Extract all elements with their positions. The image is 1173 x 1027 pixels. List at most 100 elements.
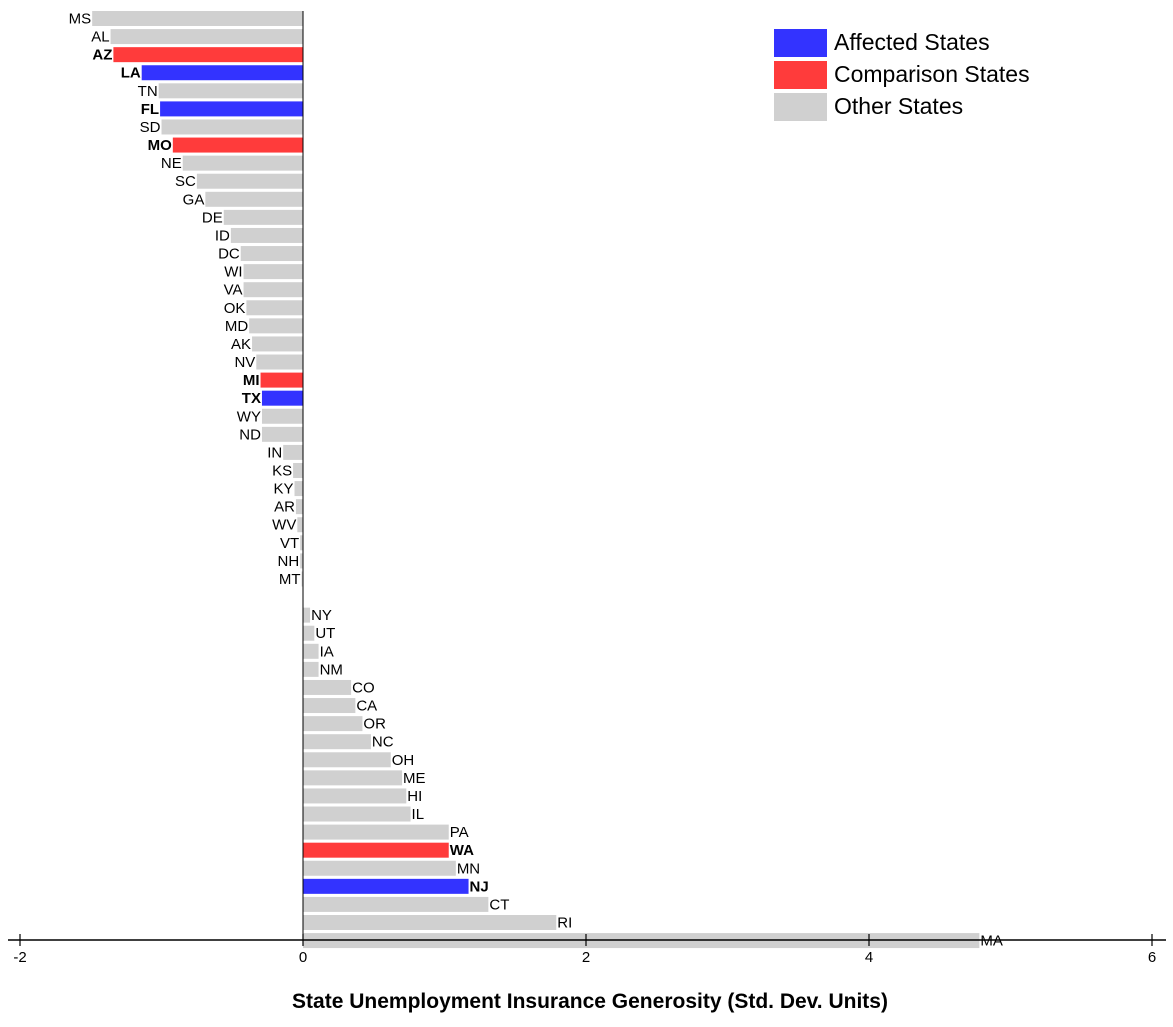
- state-label-hi: HI: [407, 788, 422, 805]
- bar-mo: [172, 137, 303, 153]
- legend-label: Other States: [834, 93, 963, 119]
- state-label-tx: TX: [242, 390, 261, 407]
- state-label-co: CO: [352, 679, 375, 696]
- legend-swatch: [774, 29, 827, 57]
- state-label-in: IN: [267, 444, 282, 461]
- legend-swatch: [774, 93, 827, 121]
- bar-pa: [303, 824, 449, 840]
- bar-or: [303, 716, 363, 732]
- bar-mn: [303, 860, 456, 876]
- state-label-sd: SD: [140, 119, 161, 136]
- x-tick-label: 0: [299, 949, 307, 966]
- x-tick-label: 4: [865, 949, 873, 966]
- state-label-wa: WA: [450, 842, 474, 859]
- bar-ri: [303, 915, 557, 930]
- bar-ct: [303, 896, 489, 912]
- bar-wy: [261, 408, 303, 424]
- state-label-ut: UT: [315, 625, 335, 642]
- bar-az: [113, 47, 303, 63]
- state-label-me: ME: [403, 770, 426, 787]
- state-label-dc: DC: [218, 246, 240, 263]
- state-label-mt: MT: [279, 571, 301, 588]
- state-label-tn: TN: [138, 83, 158, 100]
- state-label-nm: NM: [320, 661, 343, 678]
- bar-ny: [303, 607, 311, 623]
- x-tick-label: -2: [13, 949, 26, 966]
- bar-ok: [246, 300, 303, 316]
- legend: Affected States Comparison States Other St…: [774, 29, 1030, 121]
- state-label-ky: KY: [273, 481, 293, 498]
- bar-tn: [158, 83, 303, 99]
- bar-wa: [303, 842, 449, 858]
- x-axis: -2 0 2 4 6: [8, 11, 1166, 966]
- bar-nd: [261, 426, 303, 442]
- state-label-ms: MS: [69, 11, 92, 28]
- state-label-va: VA: [224, 282, 243, 299]
- bar-ia: [303, 643, 319, 659]
- state-label-oh: OH: [392, 752, 415, 769]
- bar-nc: [303, 734, 371, 750]
- state-label-ia: IA: [320, 643, 334, 660]
- bar-ak: [252, 336, 303, 352]
- x-tick-label: 2: [582, 949, 590, 966]
- bar-nv: [256, 354, 303, 370]
- bar-hi: [303, 788, 407, 804]
- bar-oh: [303, 752, 391, 768]
- state-label-pa: PA: [450, 824, 469, 841]
- bar-me: [303, 770, 403, 786]
- bar-al: [110, 29, 303, 45]
- bar-ar: [295, 499, 303, 515]
- bar-mi: [260, 372, 303, 388]
- state-label-ar: AR: [274, 499, 295, 516]
- state-label-sc: SC: [175, 173, 196, 190]
- state-label-ok: OK: [224, 300, 246, 317]
- bar-va: [243, 282, 303, 298]
- bar-ga: [205, 191, 303, 207]
- bar-ks: [293, 463, 303, 478]
- legend-swatch: [774, 61, 827, 89]
- state-label-az: AZ: [92, 47, 112, 64]
- legend-label: Affected States: [834, 29, 990, 55]
- state-label-id: ID: [215, 227, 230, 244]
- bar-md: [249, 318, 303, 334]
- state-label-vt: VT: [280, 535, 299, 552]
- bar-il: [303, 806, 411, 822]
- state-label-ct: CT: [489, 896, 509, 913]
- bar-nh: [300, 553, 303, 569]
- bar-co: [303, 679, 352, 695]
- state-label-mn: MN: [457, 860, 480, 877]
- bar-ca: [303, 698, 356, 714]
- state-label-la: LA: [121, 65, 141, 82]
- x-axis-title: State Unemployment Insurance Generosity …: [292, 990, 888, 1013]
- state-label-ak: AK: [231, 336, 251, 353]
- state-label-ks: KS: [272, 463, 292, 480]
- bar-wi: [243, 264, 303, 280]
- state-label-fl: FL: [141, 101, 159, 118]
- bar-mt: [301, 571, 303, 587]
- state-label-ga: GA: [183, 191, 205, 208]
- bar-id: [230, 227, 303, 243]
- bar-vt: [300, 535, 303, 551]
- state-label-md: MD: [225, 318, 248, 335]
- state-label-wi: WI: [224, 264, 242, 281]
- bar-sd: [161, 119, 303, 135]
- state-label-ca: CA: [356, 698, 377, 715]
- state-label-nh: NH: [277, 553, 299, 570]
- bars-layer: [92, 11, 980, 949]
- bar-ms: [92, 11, 303, 26]
- bar-sc: [196, 173, 303, 189]
- bar-fl: [160, 101, 303, 117]
- bar-ut: [303, 625, 315, 641]
- bar-dc: [240, 246, 303, 262]
- state-label-de: DE: [202, 209, 223, 226]
- state-label-mo: MO: [148, 137, 172, 154]
- state-label-ri: RI: [557, 915, 572, 932]
- state-label-nv: NV: [234, 354, 255, 371]
- bar-de: [223, 209, 303, 225]
- bar-nj: [303, 878, 469, 894]
- state-label-nc: NC: [372, 734, 394, 751]
- state-label-ne: NE: [161, 155, 182, 172]
- bar-la: [141, 65, 303, 81]
